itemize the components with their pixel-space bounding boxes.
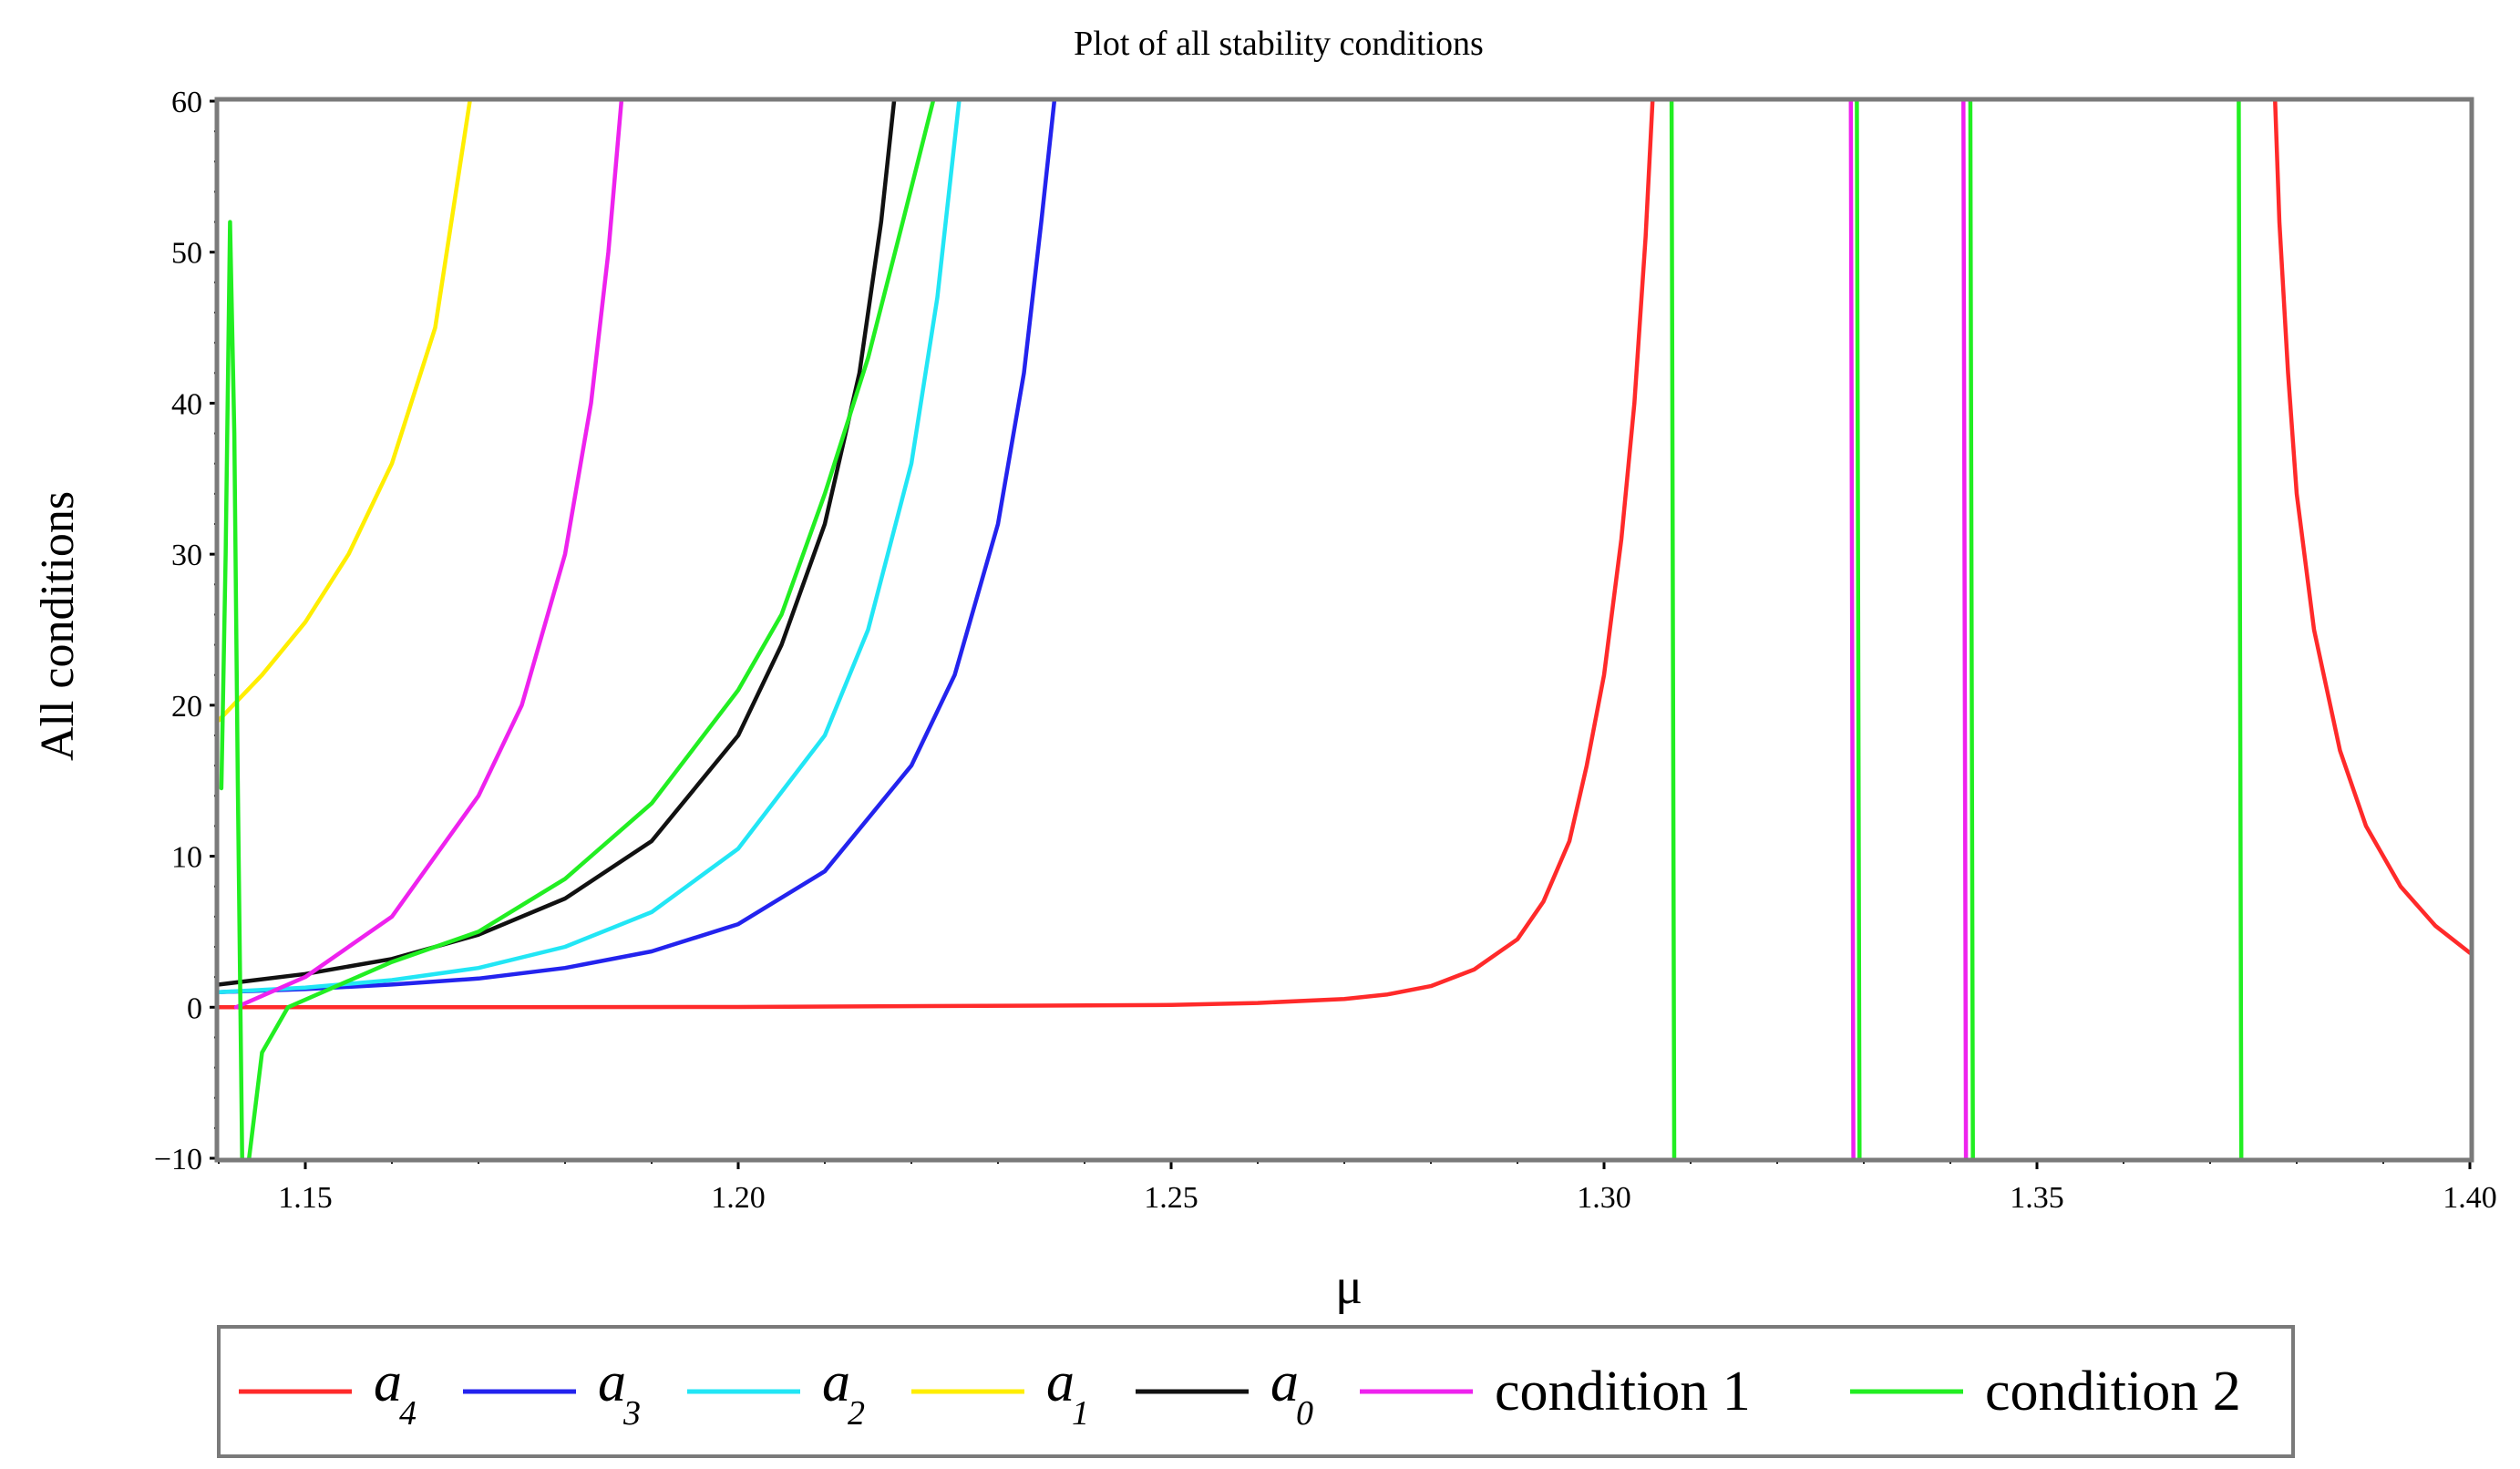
series-line-condition-1 [1848,101,1856,1158]
series-line-condition-2 [1968,101,1975,1158]
series-line-condition-1 [233,101,624,1010]
series-line-a0 [219,101,897,987]
chart-title: Plot of all stability conditions [1074,25,1484,63]
y-tick-label: −10 [154,1143,202,1176]
legend-subscript-a1: 1 [1072,1394,1089,1433]
series-line-a3 [219,101,1057,994]
legend-subscript-a0: 0 [1296,1394,1313,1433]
y-axis-label: All conditions [32,491,84,761]
legend-label-a2: a [822,1351,850,1413]
series-line-a2 [219,101,962,994]
legend-label-condition-1: condition 1 [1495,1361,1751,1423]
legend-label-condition-2: condition 2 [1985,1361,2241,1423]
series-line-condition-2 [219,220,244,1158]
plot-frame [214,97,2474,1163]
y-tick-label: 10 [171,841,202,875]
axis-tick-labels: −10 0 10 20 30 40 50 60 1.15 1.20 1.25 1.30 1.35 1.40 [154,86,2497,1215]
series-line-condition-2 [1855,101,1862,1158]
x-axis-label: μ [1335,1258,1363,1315]
series-line-condition-1 [1961,101,1969,1158]
y-tick-label: 50 [171,237,202,271]
y-tick-label: 20 [171,690,202,724]
x-tick-label: 1.20 [711,1181,766,1215]
y-tick-label: 30 [171,539,202,572]
y-tick-label: 60 [171,86,202,119]
series-line-condition-2 [247,101,936,1158]
x-tick-label: 1.35 [2010,1181,2064,1215]
series-line-condition-2 [1669,101,1677,1158]
x-tick-label: 1.30 [1577,1181,1631,1215]
series-group [219,101,2470,1158]
x-tick-label: 1.40 [2443,1181,2497,1215]
legend: a4 a3 a2 a1 a0 condition 1 condition 2 [239,1351,2241,1433]
x-tick-label: 1.15 [278,1181,333,1215]
legend-label-a4: a [374,1351,402,1413]
legend-label-a3: a [598,1351,626,1413]
series-line-a4 [219,101,1655,1010]
legend-label-a1: a [1046,1351,1075,1413]
legend-subscript-a2: 2 [848,1394,865,1433]
x-tick-label: 1.25 [1144,1181,1198,1215]
series-line-a1 [219,101,472,723]
legend-subscript-a3: 3 [622,1394,641,1433]
series-line-a4 [2273,101,2470,955]
series-line-condition-2 [2237,101,2244,1158]
y-tick-label: 0 [187,991,202,1025]
legend-subscript-a4: 4 [399,1394,417,1433]
y-tick-label: 40 [171,387,202,421]
legend-label-a0: a [1270,1351,1299,1413]
